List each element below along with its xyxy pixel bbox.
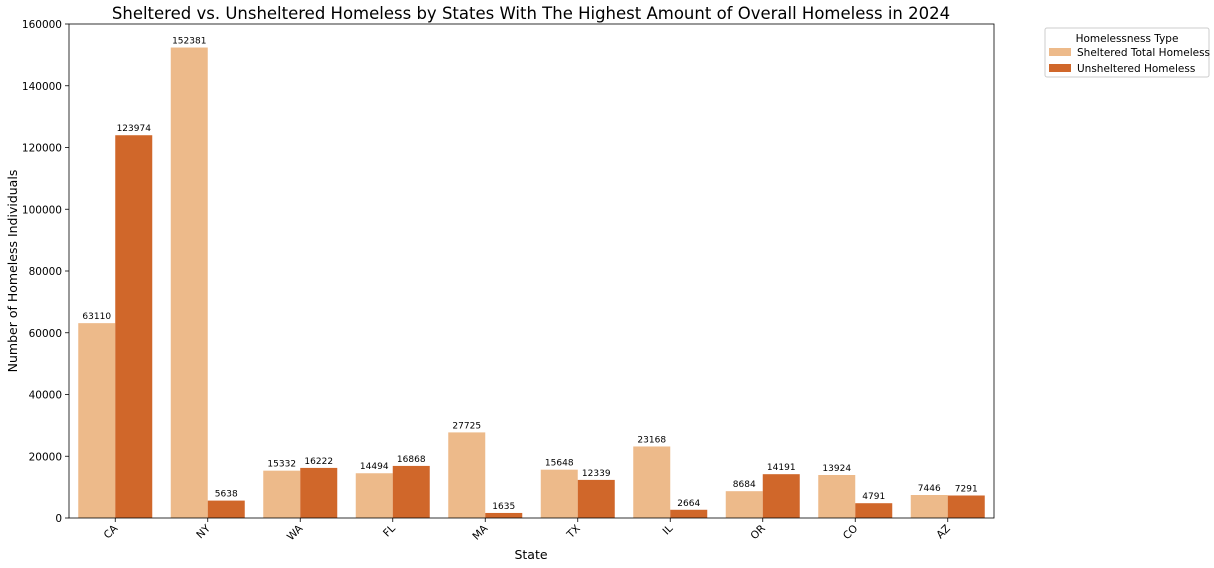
data-label-ma-unsheltered: 1635	[492, 502, 515, 512]
x-tick-label-il: IL	[661, 523, 676, 538]
data-label-az-unsheltered: 7291	[955, 484, 978, 494]
data-label-il-sheltered: 23168	[637, 435, 666, 445]
x-tick-label-co: CO	[841, 523, 861, 543]
data-label-tx-unsheltered: 12339	[582, 469, 611, 479]
data-label-fl-unsheltered: 16868	[397, 455, 426, 465]
data-label-tx-sheltered: 15648	[545, 459, 574, 469]
plot-area: 63110 152381 15332 14494 27725 15648 23168 8684…	[22, 19, 995, 543]
bar-tx-unsheltered	[577, 479, 615, 518]
data-label-ma-sheltered: 27725	[452, 421, 481, 431]
data-label-or-sheltered: 8684	[733, 480, 756, 490]
data-label-ny-unsheltered: 5638	[215, 490, 238, 500]
y-tick-label: 100000	[22, 204, 62, 216]
bar-co-unsheltered	[855, 503, 893, 518]
data-label-ny-sheltered: 152381	[172, 37, 206, 47]
x-tick-label-tx: TX	[564, 523, 583, 542]
bar-wa-unsheltered	[300, 467, 338, 518]
data-label-wa-sheltered: 15332	[267, 460, 296, 470]
data-label-az-sheltered: 7446	[918, 484, 941, 494]
legend-swatch-unsheltered	[1049, 64, 1071, 72]
bar-co-sheltered	[818, 475, 856, 518]
bar-il-unsheltered	[670, 509, 708, 518]
x-tick-label-ma: MA	[470, 522, 491, 543]
chart-title: Sheltered vs. Unsheltered Homeless by St…	[112, 4, 950, 23]
y-tick-label: 60000	[29, 328, 62, 340]
y-tick-label: 20000	[29, 451, 62, 463]
data-label-ca-sheltered: 63110	[82, 312, 111, 322]
bar-fl-unsheltered	[392, 465, 430, 518]
data-label-ca-unsheltered: 123974	[117, 124, 152, 134]
y-tick-label: 80000	[29, 266, 62, 278]
y-axis-label: Number of Homeless Individuals	[5, 170, 20, 373]
legend-label-sheltered: Sheltered Total Homeless	[1077, 47, 1210, 59]
bar-tx-sheltered	[540, 469, 578, 518]
bar-or-unsheltered	[762, 474, 800, 518]
bar-fl-sheltered	[355, 473, 393, 518]
legend-title: Homelessness Type	[1076, 33, 1179, 45]
legend-frame	[1044, 27, 1210, 78]
x-tick-label-ny: NY	[194, 522, 213, 541]
data-label-co-sheltered: 13924	[822, 464, 851, 474]
x-axis-label: State	[514, 547, 547, 562]
bar-az-sheltered	[910, 495, 948, 518]
legend: Homelessness Type Sheltered Total Homele…	[1044, 27, 1210, 78]
data-label-il-unsheltered: 2664	[677, 499, 700, 509]
bar-az-unsheltered	[947, 495, 985, 518]
data-label-or-unsheltered: 14191	[767, 463, 796, 473]
data-label-co-unsheltered: 4791	[862, 492, 885, 502]
y-tick-label: 140000	[22, 81, 62, 93]
bar-ny-unsheltered	[207, 500, 245, 518]
x-tick-label-or: OR	[748, 523, 767, 542]
x-tick-label-ca: CA	[102, 522, 121, 541]
data-label-wa-unsheltered: 16222	[304, 457, 333, 467]
x-tick-label-wa: WA	[285, 522, 306, 543]
x-tick-label-az: AZ	[934, 523, 953, 542]
bar-ny-sheltered	[170, 47, 208, 519]
bar-ca-sheltered	[78, 323, 116, 518]
bar-ca-unsheltered	[115, 135, 153, 518]
bar-wa-sheltered	[263, 470, 301, 518]
legend-swatch-sheltered	[1049, 48, 1071, 56]
y-tick-label: 40000	[29, 390, 62, 402]
bar-ma-unsheltered	[485, 512, 523, 518]
bar-il-sheltered	[633, 446, 671, 518]
bar-ma-sheltered	[448, 432, 486, 518]
y-tick-label: 160000	[22, 19, 62, 31]
y-tick-label: 0	[55, 513, 62, 525]
legend-label-unsheltered: Unsheltered Homeless	[1077, 63, 1195, 75]
x-tick-label-fl: FL	[381, 523, 398, 540]
bar-or-sheltered	[725, 491, 763, 518]
y-tick-label: 120000	[22, 143, 62, 155]
data-label-fl-sheltered: 14494	[360, 462, 389, 472]
